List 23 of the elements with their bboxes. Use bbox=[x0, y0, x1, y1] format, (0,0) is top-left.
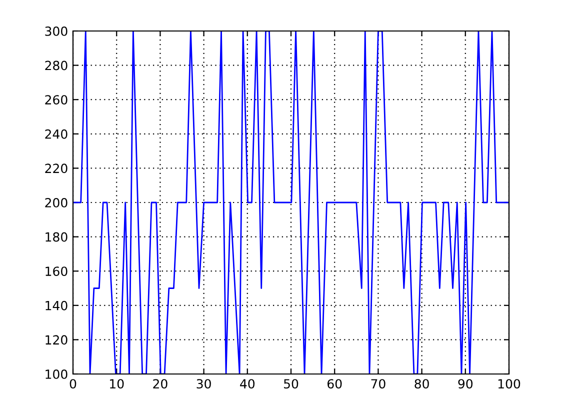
y-tick-label: 300 bbox=[45, 26, 68, 36]
y-tick-label: 160 bbox=[46, 266, 68, 276]
x-tick-label: 20 bbox=[153, 379, 168, 389]
y-tick-label: 200 bbox=[45, 198, 68, 208]
y-tick-label: 100 bbox=[46, 369, 68, 379]
x-tick-label: 30 bbox=[196, 379, 211, 389]
x-tick-label: 80 bbox=[414, 379, 429, 389]
x-tick-label: 70 bbox=[371, 379, 386, 389]
x-tick-label: 40 bbox=[240, 379, 255, 389]
y-tick-label: 280 bbox=[45, 60, 68, 70]
x-tick-label: 90 bbox=[458, 379, 473, 389]
y-tick-label: 260 bbox=[45, 95, 68, 105]
y-tick-label: 140 bbox=[46, 300, 68, 310]
y-tick-label: 180 bbox=[46, 232, 68, 242]
x-tick-label: 50 bbox=[284, 379, 298, 389]
x-tick-label: 100 bbox=[498, 379, 520, 389]
y-tick-label: 220 bbox=[45, 164, 68, 174]
y-tick-label: 240 bbox=[45, 129, 68, 139]
y-tick-label: 120 bbox=[46, 335, 68, 345]
x-tick-label: 10 bbox=[110, 379, 124, 389]
x-tick-label: 60 bbox=[328, 379, 342, 389]
x-tick-label: 0 bbox=[70, 379, 76, 389]
line-series bbox=[73, 31, 509, 374]
